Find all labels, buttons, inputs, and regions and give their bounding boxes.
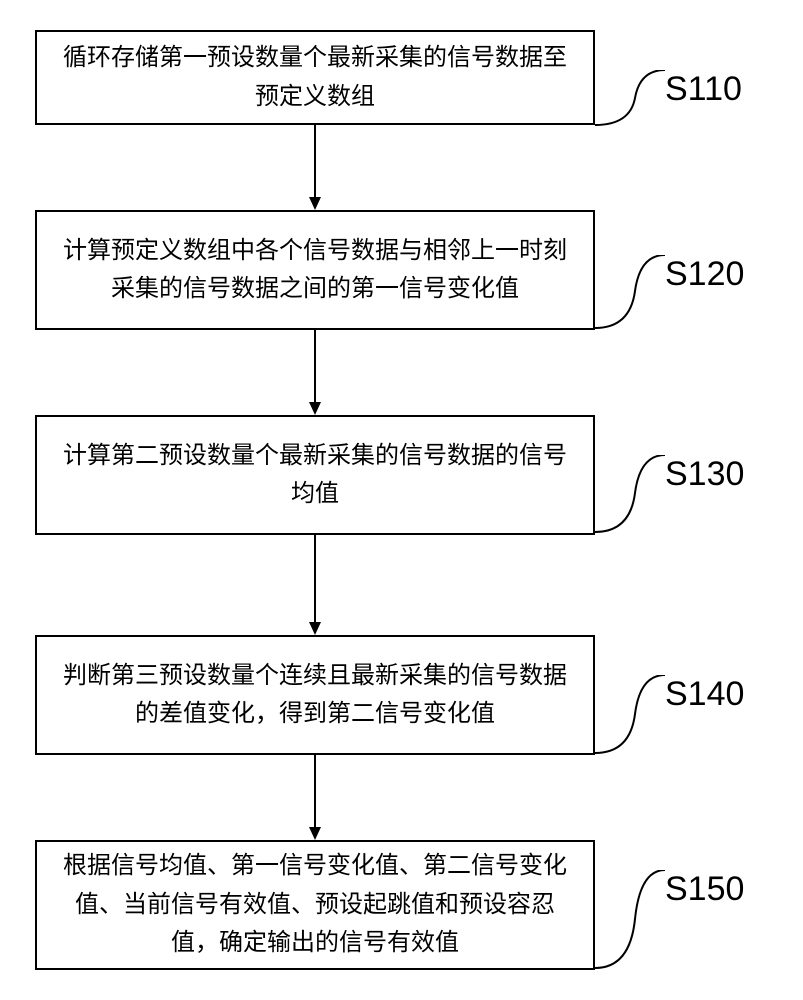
flow-step-s140: 判断第三预设数量个连续且最新采集的信号数据的差值变化，得到第二信号变化值 — [35, 635, 595, 755]
flow-arrow-2 — [305, 330, 325, 415]
step-label-s120: S120 — [665, 255, 744, 294]
flow-arrow-3 — [305, 535, 325, 635]
flow-step-text: 计算第二预设数量个最新采集的信号数据的信号均值 — [57, 437, 573, 514]
step-label-s150: S150 — [665, 870, 744, 909]
flow-step-s150: 根据信号均值、第一信号变化值、第二信号变化值、当前信号有效值、预设起跳值和预设容… — [35, 840, 595, 970]
callout-s150 — [595, 870, 670, 973]
step-label-s110: S110 — [665, 70, 742, 109]
callout-s110 — [595, 70, 670, 130]
flow-step-text: 计算预定义数组中各个信号数据与相邻上一时刻采集的信号数据之间的第一信号变化值 — [57, 232, 573, 309]
flow-step-s110: 循环存储第一预设数量个最新采集的信号数据至预定义数组 — [35, 30, 595, 125]
step-label-s140: S140 — [665, 675, 744, 714]
flow-step-s130: 计算第二预设数量个最新采集的信号数据的信号均值 — [35, 415, 595, 535]
flow-step-text: 循环存储第一预设数量个最新采集的信号数据至预定义数组 — [57, 39, 573, 116]
flow-step-text: 根据信号均值、第一信号变化值、第二信号变化值、当前信号有效值、预设起跳值和预设容… — [57, 847, 573, 962]
flow-step-text: 判断第三预设数量个连续且最新采集的信号数据的差值变化，得到第二信号变化值 — [57, 657, 573, 734]
flow-arrow-1 — [305, 125, 325, 210]
callout-s130 — [595, 455, 670, 537]
flow-step-s120: 计算预定义数组中各个信号数据与相邻上一时刻采集的信号数据之间的第一信号变化值 — [35, 210, 595, 330]
callout-s120 — [595, 255, 670, 333]
flow-arrow-4 — [305, 755, 325, 840]
step-label-s130: S130 — [665, 455, 744, 494]
callout-s140 — [595, 675, 670, 758]
